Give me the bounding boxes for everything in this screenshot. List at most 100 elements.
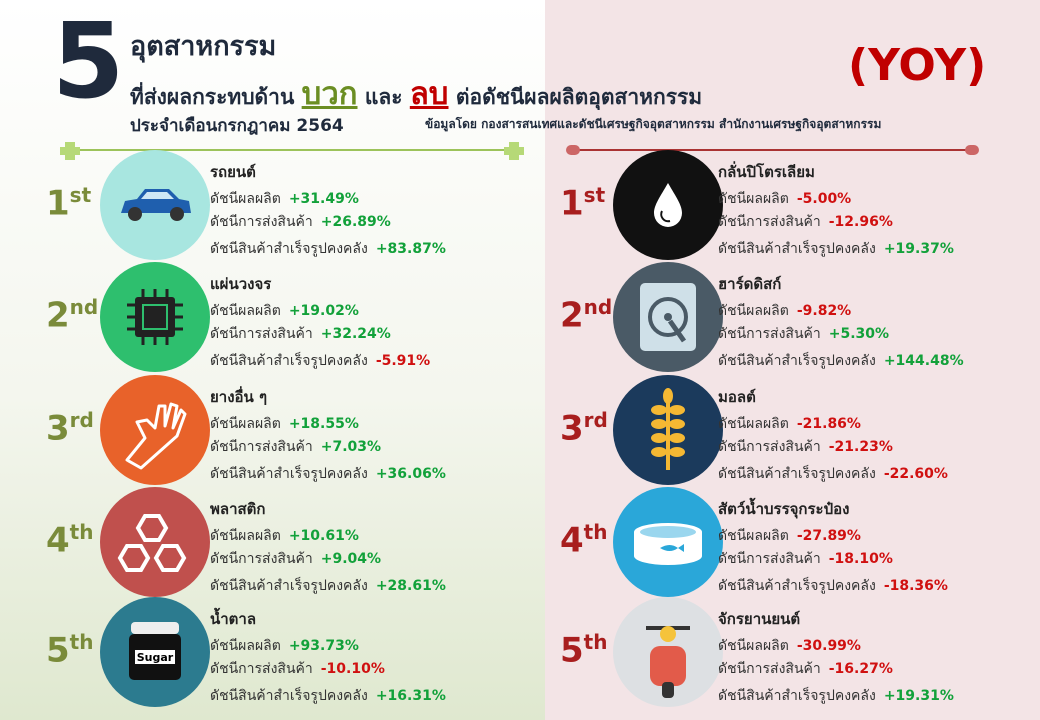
metric-label: ดัชนีผลผลิต [210, 303, 281, 319]
metric-row: ดัชนีสินค้าสำเร็จรูปคงคลัง +19.37% [718, 238, 954, 260]
metric-row: ดัชนีผลผลิต +93.73% [210, 635, 359, 657]
metric-row: ดัชนีการส่งสินค้า +9.04% [210, 548, 381, 570]
metric-label: ดัชนีผลผลิต [210, 528, 281, 544]
rank-suffix: nd [583, 295, 613, 319]
title-line3: ประจำเดือนกรกฎาคม 2564 [130, 116, 344, 136]
metric-value: -10.10% [320, 661, 385, 677]
metric-value: -21.86% [796, 416, 861, 432]
icon [100, 375, 210, 485]
metric-row: ดัชนีผลผลิต -21.86% [718, 413, 861, 435]
metric-label: ดัชนีสินค้าสำเร็จรูปคงคลัง [718, 353, 876, 369]
icon [100, 487, 210, 597]
metric-row: ดัชนีการส่งสินค้า -16.27% [718, 658, 893, 680]
metric-value: +10.61% [288, 528, 359, 544]
rank: 4th [46, 520, 93, 560]
metric-value: -5.91% [375, 353, 431, 369]
title-line2: ที่ส่งผลกระทบด้าน บวก และ ลบ ต่อดัชนีผลผ… [130, 68, 702, 118]
rank-number: 2 [560, 295, 584, 336]
metric-value: +28.61% [375, 578, 446, 594]
metric-row: ดัชนีการส่งสินค้า -10.10% [210, 658, 385, 680]
positive-word: บวก [301, 76, 358, 112]
rank-number: 3 [46, 408, 70, 449]
metric-label: ดัชนีการส่งสินค้า [210, 439, 313, 455]
metric-row: ดัชนีสินค้าสำเร็จรูปคงคลัง -22.60% [718, 463, 948, 485]
metric-label: ดัชนีสินค้าสำเร็จรูปคงคลัง [718, 241, 876, 257]
big-number: 5 [52, 0, 125, 122]
metric-row: ดัชนีสินค้าสำเร็จรูปคงคลัง +36.06% [210, 463, 446, 485]
icon-text: Sugar [137, 651, 174, 664]
rank-number: 4 [46, 520, 70, 561]
metric-row: ดัชนีสินค้าสำเร็จรูปคงคลัง +16.31% [210, 685, 446, 707]
item-name: แผ่นวงจร [210, 275, 272, 293]
metric-value: -12.96% [828, 214, 893, 230]
metric-value: -5.00% [796, 191, 852, 207]
metric-label: ดัชนีผลผลิต [718, 416, 789, 432]
metric-row: ดัชนีผลผลิต +19.02% [210, 300, 359, 322]
rank-suffix: th [583, 520, 608, 544]
metric-row: ดัชนีผลผลิต -30.99% [718, 635, 861, 657]
metric-label: ดัชนีสินค้าสำเร็จรูปคงคลัง [210, 353, 368, 369]
yoy: (YOY) [848, 40, 987, 91]
metric-value: +7.03% [320, 439, 382, 455]
item-name: สัตว์น้ำบรรจุกระป๋อง [718, 500, 850, 518]
rank-number: 3 [560, 408, 584, 449]
metric-value: +18.55% [288, 416, 359, 432]
metric-row: ดัชนีสินค้าสำเร็จรูปคงคลัง +19.31% [718, 685, 954, 707]
metric-value: +144.48% [883, 353, 964, 369]
metric-label: ดัชนีการส่งสินค้า [210, 661, 313, 677]
icon: Sugar [100, 597, 210, 707]
rank: 3rd [560, 408, 608, 448]
rank-number: 1 [560, 183, 584, 224]
metric-label: ดัชนีผลผลิต [718, 191, 789, 207]
rank-number: 4 [560, 520, 584, 561]
title-prefix: ที่ส่งผลกระทบด้าน [130, 85, 295, 109]
metric-row: ดัชนีการส่งสินค้า -12.96% [718, 211, 893, 233]
rank: 2nd [560, 295, 612, 335]
rank: 1st [560, 183, 605, 223]
metric-label: ดัชนีสินค้าสำเร็จรูปคงคลัง [210, 241, 368, 257]
rank-suffix: nd [69, 295, 99, 319]
metric-label: ดัชนีผลผลิต [210, 638, 281, 654]
metric-row: ดัชนีการส่งสินค้า -18.10% [718, 548, 893, 570]
metric-value: +19.37% [883, 241, 954, 257]
metric-row: ดัชนีสินค้าสำเร็จรูปคงคลัง +28.61% [210, 575, 446, 597]
icon [100, 262, 210, 372]
metric-label: ดัชนีสินค้าสำเร็จรูปคงคลัง [210, 578, 368, 594]
metric-row: ดัชนีผลผลิต +31.49% [210, 188, 359, 210]
rank: 2nd [46, 295, 98, 335]
metric-row: ดัชนีการส่งสินค้า +32.24% [210, 323, 391, 345]
rank: 5th [46, 630, 93, 670]
item-name: กลั่นปิโตรเลียม [718, 163, 815, 181]
metric-row: ดัชนีการส่งสินค้า +26.89% [210, 211, 391, 233]
item-name: พลาสติก [210, 500, 266, 518]
metric-value: -16.27% [828, 661, 893, 677]
rank-suffix: rd [583, 408, 608, 432]
metric-value: -18.10% [828, 551, 893, 567]
metric-row: ดัชนีผลผลิต +10.61% [210, 525, 359, 547]
title-line1: อุตสาหกรรม [130, 31, 277, 62]
metric-value: +36.06% [375, 466, 446, 482]
metric-value: +16.31% [375, 688, 446, 704]
item-name: มอลต์ [718, 388, 756, 406]
metric-label: ดัชนีสินค้าสำเร็จรูปคงคลัง [718, 578, 876, 594]
metric-label: ดัชนีผลผลิต [718, 303, 789, 319]
metric-row: ดัชนีสินค้าสำเร็จรูปคงคลัง -18.36% [718, 575, 948, 597]
rank-number: 5 [560, 630, 584, 671]
metric-row: ดัชนีสินค้าสำเร็จรูปคงคลัง +144.48% [718, 350, 964, 372]
metric-row: ดัชนีผลผลิต -9.82% [718, 300, 851, 322]
item-name: จักรยานยนต์ [718, 610, 801, 628]
title-suffix: ต่อดัชนีผลผลิตอุตสาหกรรม [455, 85, 703, 109]
rank: 4th [560, 520, 607, 560]
metric-row: ดัชนีผลผลิต -27.89% [718, 525, 861, 547]
metric-label: ดัชนีการส่งสินค้า [210, 214, 313, 230]
metric-value: +32.24% [320, 326, 391, 342]
metric-row: ดัชนีสินค้าสำเร็จรูปคงคลัง +83.87% [210, 238, 446, 260]
metric-value: -27.89% [796, 528, 861, 544]
metric-label: ดัชนีการส่งสินค้า [718, 439, 821, 455]
rank-suffix: st [69, 183, 92, 207]
rank-number: 1 [46, 183, 70, 224]
metric-value: +31.49% [288, 191, 359, 207]
rank-suffix: rd [69, 408, 94, 432]
metric-label: ดัชนีการส่งสินค้า [718, 214, 821, 230]
